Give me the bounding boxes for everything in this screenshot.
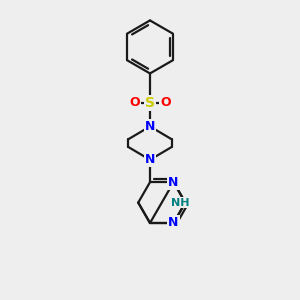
- Text: N: N: [168, 176, 179, 189]
- Text: O: O: [160, 96, 171, 110]
- Text: N: N: [168, 217, 179, 230]
- Text: N: N: [145, 120, 155, 133]
- Text: NH: NH: [171, 198, 190, 208]
- Text: S: S: [145, 96, 155, 110]
- Text: N: N: [145, 153, 155, 166]
- Text: O: O: [129, 96, 140, 110]
